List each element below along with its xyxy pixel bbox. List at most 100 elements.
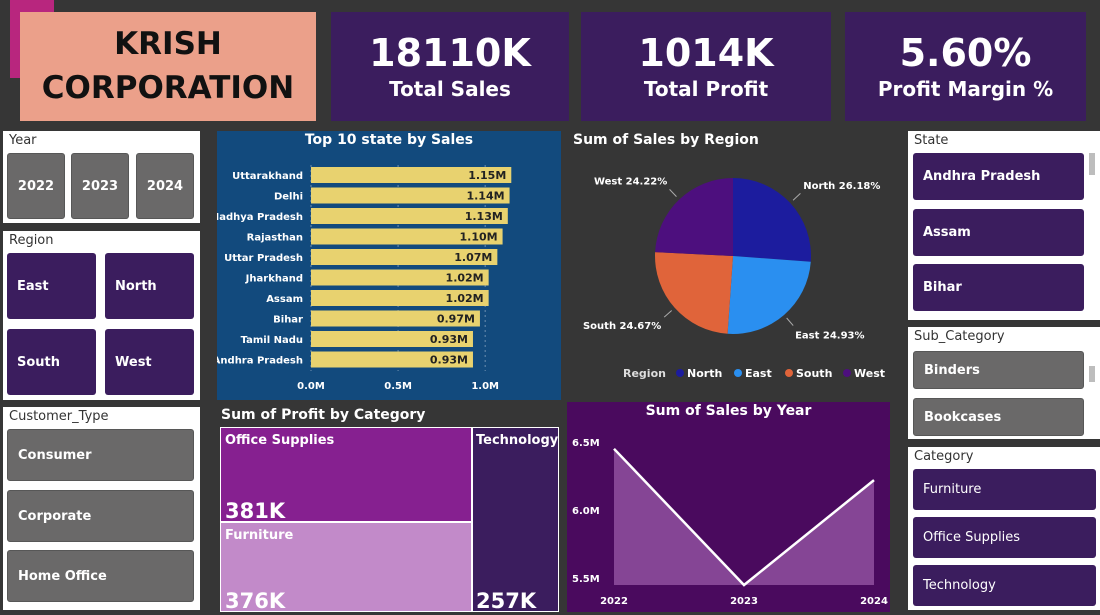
customer-option-consumer[interactable]: Consumer [7,429,194,481]
year-option-2022[interactable]: 2022 [7,153,65,219]
bar-chart-top-states: Top 10 state by Sales 0.0M 0.5M 1.0M Uttara… [217,131,561,400]
treemap-profit-category: Sum of Profit by Category Office Supplie… [217,404,561,613]
bar[interactable] [311,351,473,368]
category-label: Andhra Pradesh [217,356,303,367]
category-label: Jharkhand [245,274,303,285]
bar[interactable] [311,167,512,183]
state-option-andhra-pradesh[interactable]: Andhra Pradesh [913,153,1084,200]
leader-line [786,317,794,326]
treemap-cell-value: 381K [225,499,286,523]
slicer-title: Sub_Category [914,329,1005,344]
y-tick-label: 6.5M [572,438,600,449]
leader-line [669,189,677,197]
year-option-2023[interactable]: 2023 [71,153,129,219]
pie-slice[interactable] [655,252,733,334]
subcategory-slicer: Sub_Category Binders Bookcases [908,327,1100,439]
chart-title: Top 10 state by Sales [304,132,474,148]
kpi-card-total-sales: 18110K Total Sales [331,12,569,121]
bar[interactable] [311,331,473,347]
customer-option-home-office[interactable]: Home Office [7,550,194,602]
chart-title: Sum of Sales by Region [573,132,759,148]
region-option-south[interactable]: South [7,329,96,395]
legend-marker [785,369,793,377]
treemap-cell-technology[interactable]: Technology 257K [473,428,559,613]
category-label: Madhya Pradesh [217,212,303,223]
bar[interactable] [311,310,480,327]
region-option-east[interactable]: East [7,253,96,319]
legend-item[interactable]: East [745,367,772,380]
slicer-title: Category [914,449,974,464]
legend-marker [734,369,742,377]
legend-item[interactable]: South [796,367,832,380]
leader-line [663,310,673,318]
slice-label: West 24.22% [594,177,667,188]
subcategory-option-binders[interactable]: Binders [913,351,1084,389]
x-tick-label: 0.5M [384,381,412,392]
line-chart-sales-year: Sum of Sales by Year 6.5M 6.0M 5.5M 2022 202… [567,402,890,612]
slicer-title: State [914,133,949,148]
region-option-north[interactable]: North [105,253,194,319]
slice-label: North 26.18% [803,181,880,192]
legend-item[interactable]: West [854,367,885,380]
state-option-bihar[interactable]: Bihar [913,264,1084,311]
category-label: Rajasthan [247,233,303,244]
customer-option-corporate[interactable]: Corporate [7,490,194,542]
region-option-west[interactable]: West [105,329,194,395]
subcategory-option-bookcases[interactable]: Bookcases [913,398,1084,436]
slice-label: East 24.93% [795,331,864,342]
data-label: 0.93M [430,333,468,346]
company-name-line1: KRISH [114,26,222,63]
company-logo: KRISH CORPORATION [20,12,316,121]
pie-slice[interactable] [727,256,811,334]
pie-slice[interactable] [733,178,811,262]
legend-marker [676,369,684,377]
kpi-value: 18110K [369,30,531,75]
bar[interactable] [311,290,489,306]
pie-slice[interactable] [655,178,733,256]
pie-chart-region: Sum of Sales by Region North 26.18% East … [566,131,900,400]
bar[interactable] [311,228,503,245]
kpi-label: Profit Margin % [877,77,1054,102]
data-label: 0.97M [437,313,475,326]
sales-line[interactable] [613,447,875,587]
legend-item[interactable]: North [687,367,722,380]
bar[interactable] [311,269,489,286]
treemap-cell-furniture[interactable]: Furniture 376K [221,523,471,613]
data-label: 1.02M [446,292,484,305]
data-label: 1.02M [446,272,484,285]
bar[interactable] [311,249,498,265]
subcategory-scrollbar[interactable] [1089,366,1095,382]
category-option-office-supplies[interactable]: Office Supplies [913,517,1096,558]
slicer-title: Year [9,133,37,148]
company-name-line2: CORPORATION [41,69,295,106]
treemap-cell-office-supplies[interactable]: Office Supplies 381K [221,428,471,523]
category-label: Delhi [274,192,303,203]
legend-title: Region [623,367,666,380]
year-option-2024[interactable]: 2024 [136,153,194,219]
x-tick-label: 2023 [730,596,758,607]
state-option-assam[interactable]: Assam [913,209,1084,256]
bar[interactable] [311,208,508,224]
legend-marker [843,369,851,377]
year-slicer: Year 2022 2023 2024 [3,131,200,223]
data-label: 0.93M [430,354,468,367]
category-label: Uttar Pradesh [224,253,303,264]
customer-type-slicer: Customer_Type Consumer Corporate Home Of… [3,407,200,610]
x-tick-label: 0.0M [297,381,325,392]
leader-line [792,193,801,201]
treemap-cell-label: Office Supplies [225,433,335,448]
category-label: Tamil Nadu [241,335,303,346]
slice-label: South 24.67% [583,321,661,332]
slicer-title: Region [9,233,54,248]
bar[interactable] [311,187,510,204]
category-option-technology[interactable]: Technology [913,565,1096,606]
kpi-label: Total Sales [389,77,511,102]
category-option-furniture[interactable]: Furniture [913,469,1096,510]
x-tick-label: 2022 [600,596,628,607]
kpi-value: 1014K [638,30,774,75]
state-scrollbar[interactable] [1089,153,1095,175]
treemap-cell-label: Technology [476,433,559,448]
category-label: Bihar [273,315,303,326]
y-tick-label: 6.0M [572,506,600,517]
